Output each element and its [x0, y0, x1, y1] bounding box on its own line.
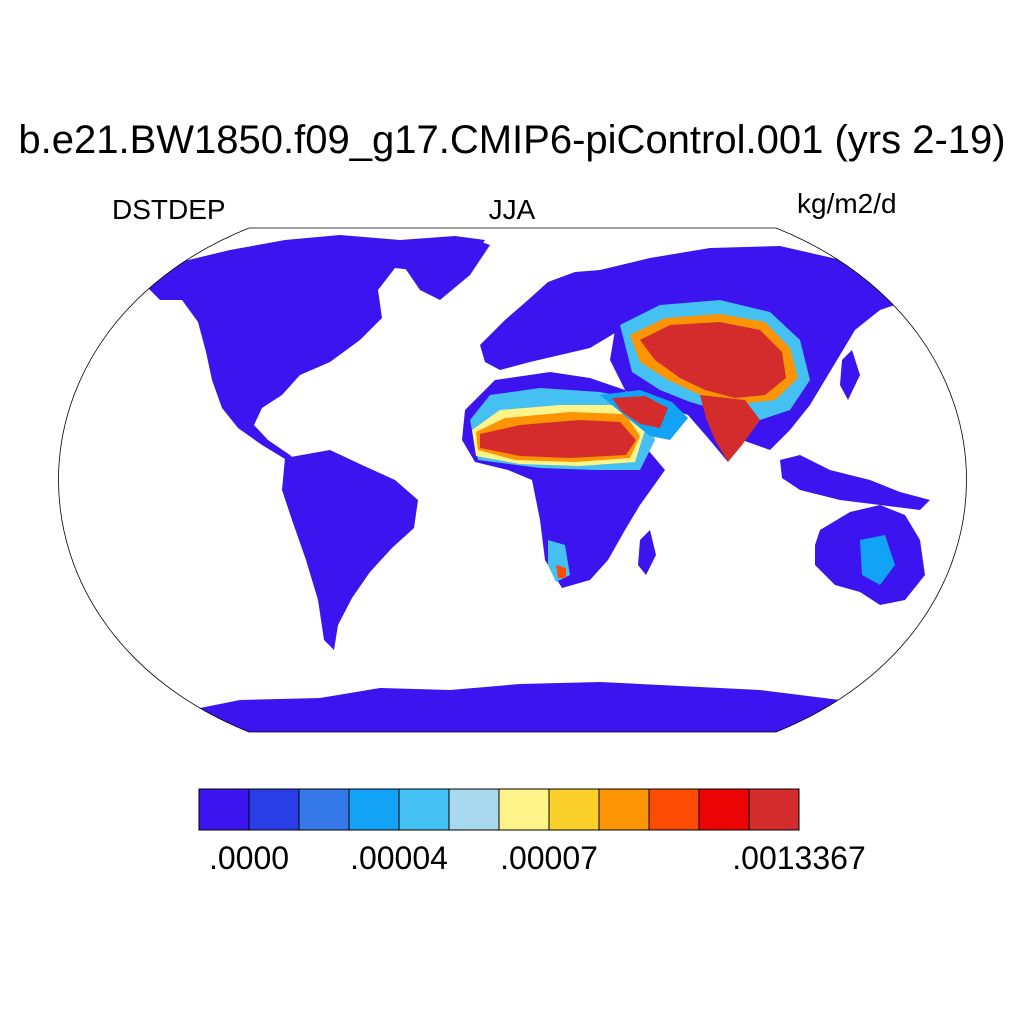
colorbar-box-9 — [648, 788, 700, 831]
colorbar-box-11 — [748, 788, 800, 831]
south-america — [282, 450, 418, 650]
europe — [480, 270, 640, 370]
colorbar-label-3: .0013367 — [732, 840, 866, 876]
colorbar-box-0 — [198, 788, 250, 831]
colorbar — [198, 788, 800, 831]
map-frame — [58, 227, 967, 733]
japan — [840, 350, 860, 400]
colorbar-box-8 — [598, 788, 650, 831]
colorbar-label-0: .0000 — [208, 840, 290, 876]
dust-deposition-hotspots — [470, 300, 895, 585]
colorbar-box-4 — [398, 788, 450, 831]
colorbar-box-3 — [348, 788, 400, 831]
colorbar-label-2: .00007 — [500, 840, 598, 876]
madagascar — [638, 530, 656, 575]
variable-label: DSTDEP — [112, 194, 226, 225]
plot-title: b.e21.BW1850.f09_g17.CMIP6-piControl.001… — [18, 118, 1006, 162]
greenland — [400, 238, 490, 300]
north-america — [145, 235, 485, 470]
colorbar-label-1: .00004 — [350, 840, 448, 876]
units-label: kg/m2/d — [797, 188, 897, 219]
new-zealand — [940, 580, 967, 625]
colorbar-box-6 — [498, 788, 550, 831]
colorbar-box-1 — [248, 788, 300, 831]
colorbar-box-7 — [548, 788, 600, 831]
colorbar-box-10 — [698, 788, 750, 831]
antarctica — [180, 682, 900, 732]
colorbar-box-5 — [448, 788, 500, 831]
land-masses — [145, 235, 967, 732]
season-label: JJA — [488, 194, 536, 225]
se-asia-islands — [780, 455, 930, 510]
colorbar-box-2 — [298, 788, 350, 831]
